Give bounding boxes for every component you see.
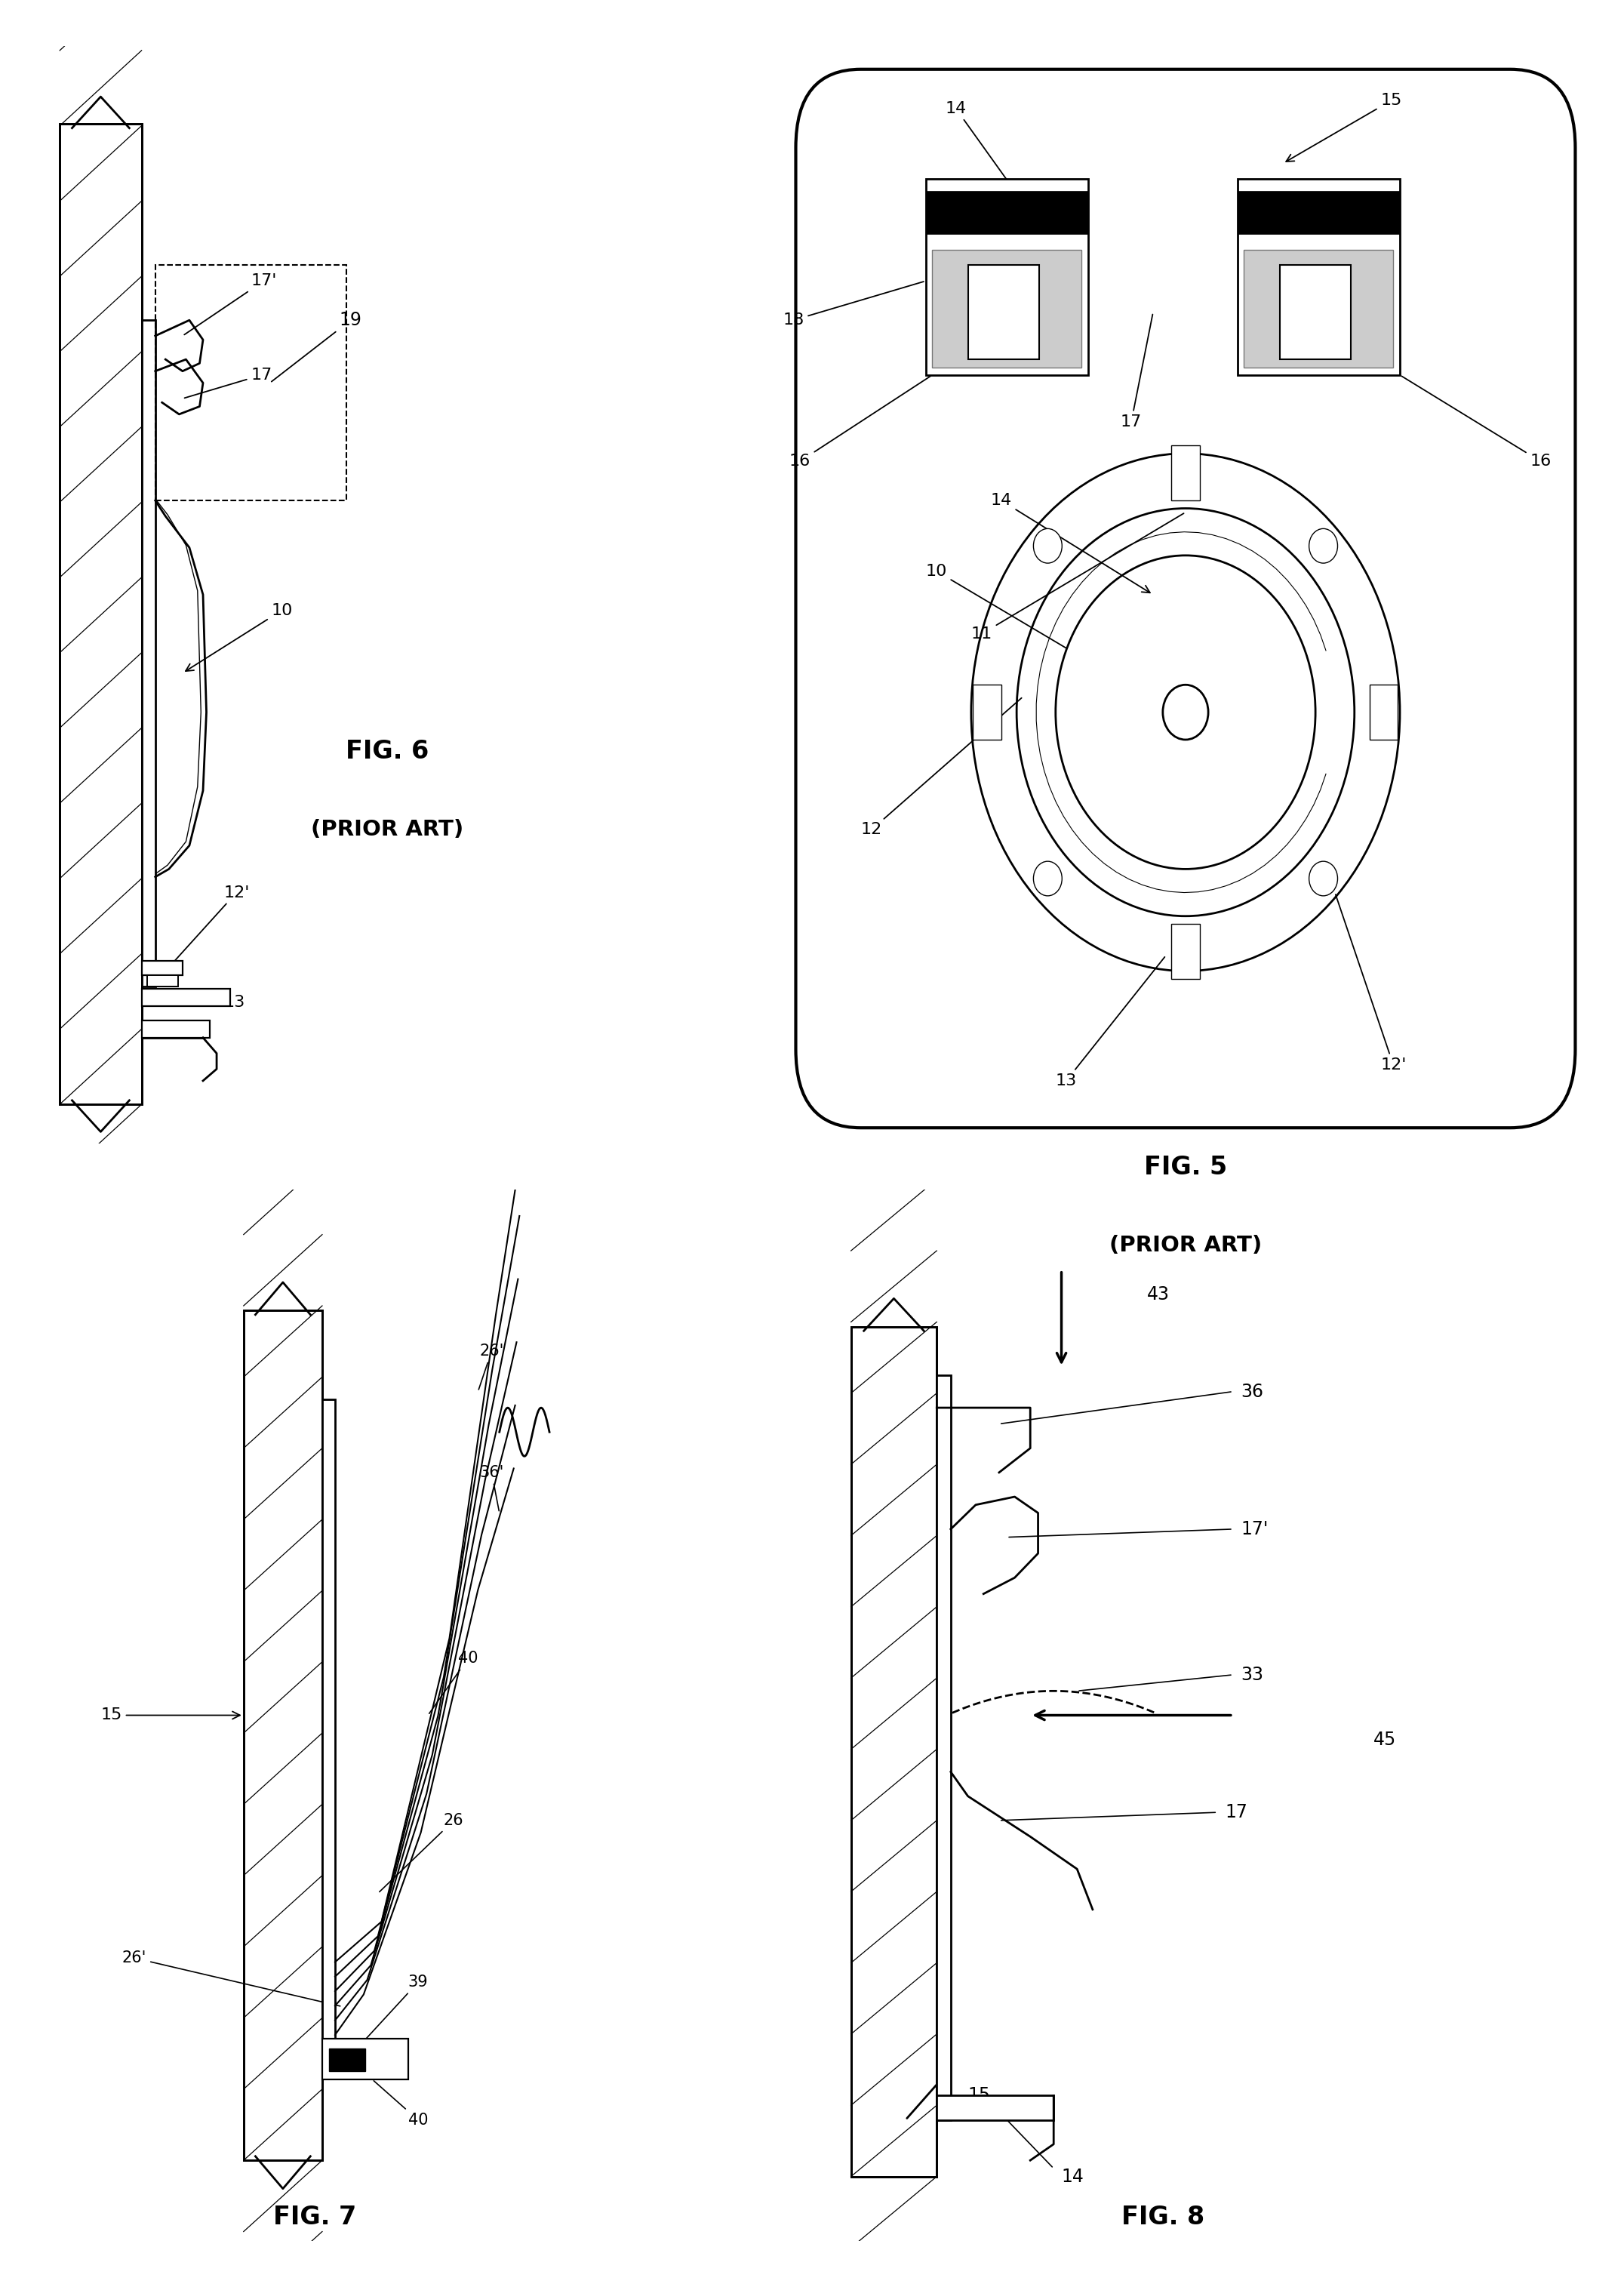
Text: 17: 17 — [1224, 1804, 1247, 1820]
Text: FIG. 5: FIG. 5 — [1143, 1155, 1228, 1180]
Text: FIG. 6: FIG. 6 — [346, 739, 429, 764]
Bar — [1171, 924, 1200, 979]
Text: 14: 14 — [991, 494, 1150, 592]
Bar — [1171, 446, 1200, 501]
Text: 40: 40 — [374, 2081, 429, 2127]
Bar — [1237, 190, 1400, 233]
Text: FIG. 7: FIG. 7 — [273, 2205, 357, 2230]
Text: 45: 45 — [1374, 1731, 1397, 1750]
Text: 10: 10 — [926, 563, 1067, 650]
Bar — [926, 190, 1088, 233]
Bar — [926, 178, 1088, 375]
Text: 12': 12' — [1335, 894, 1406, 1073]
Text: 12: 12 — [861, 698, 1021, 837]
Bar — [60, 123, 141, 1105]
Text: 33: 33 — [1241, 1665, 1263, 1683]
Bar — [1369, 684, 1398, 739]
Text: 15: 15 — [968, 2086, 991, 2104]
Circle shape — [1033, 862, 1062, 897]
Text: 40: 40 — [429, 1651, 477, 1713]
Text: 17: 17 — [1121, 313, 1153, 430]
Bar — [937, 1374, 950, 2120]
Text: 39: 39 — [349, 1974, 429, 2058]
Bar — [141, 961, 182, 974]
Text: 16: 16 — [789, 377, 931, 469]
Text: 43: 43 — [1147, 1285, 1169, 1304]
Bar — [148, 974, 177, 986]
Text: 36': 36' — [479, 1466, 503, 1512]
Circle shape — [1309, 528, 1338, 563]
Bar — [322, 2040, 408, 2079]
Bar — [322, 1400, 335, 2063]
Text: 13: 13 — [1056, 956, 1164, 1089]
Bar — [60, 123, 141, 1105]
Text: 11: 11 — [971, 512, 1184, 640]
Text: 16: 16 — [1402, 375, 1551, 469]
Bar — [244, 1310, 322, 2161]
Bar — [1244, 249, 1393, 368]
Bar — [141, 988, 231, 1006]
Bar — [851, 1326, 937, 2177]
Text: (PRIOR ART): (PRIOR ART) — [310, 819, 463, 839]
Text: 17': 17' — [184, 274, 276, 334]
Bar — [973, 684, 1002, 739]
Text: 17: 17 — [185, 368, 273, 398]
Text: 13: 13 — [185, 995, 245, 1011]
Text: 12': 12' — [167, 885, 250, 970]
Bar — [141, 1020, 209, 1038]
Circle shape — [1056, 556, 1315, 869]
Text: 17': 17' — [1241, 1521, 1268, 1539]
Text: 26: 26 — [380, 1814, 464, 1891]
Bar — [968, 265, 1039, 359]
Text: 15: 15 — [1286, 94, 1402, 162]
Text: 14: 14 — [1062, 2168, 1083, 2186]
Circle shape — [1033, 528, 1062, 563]
Bar — [141, 320, 156, 986]
Text: 15: 15 — [101, 1708, 240, 1722]
Bar — [330, 2049, 365, 2072]
Bar — [1237, 178, 1400, 375]
Bar — [244, 1310, 322, 2161]
Bar — [1280, 265, 1351, 359]
Text: 18: 18 — [783, 281, 924, 327]
Circle shape — [1309, 862, 1338, 897]
Bar — [932, 249, 1082, 368]
Bar — [937, 2095, 1054, 2120]
Text: (PRIOR ART): (PRIOR ART) — [1109, 1235, 1262, 1256]
Circle shape — [971, 453, 1400, 972]
Text: 19: 19 — [271, 311, 362, 382]
Text: FIG. 8: FIG. 8 — [1121, 2205, 1205, 2230]
Circle shape — [1163, 684, 1208, 739]
Text: 10: 10 — [185, 604, 292, 670]
Text: 26': 26' — [122, 1951, 339, 2006]
Bar — [156, 265, 346, 501]
Circle shape — [1017, 508, 1354, 917]
Bar — [851, 1326, 937, 2177]
FancyBboxPatch shape — [796, 69, 1575, 1127]
Text: 14: 14 — [945, 101, 1021, 201]
Text: 36: 36 — [1241, 1384, 1263, 1400]
Text: 26': 26' — [479, 1342, 503, 1390]
